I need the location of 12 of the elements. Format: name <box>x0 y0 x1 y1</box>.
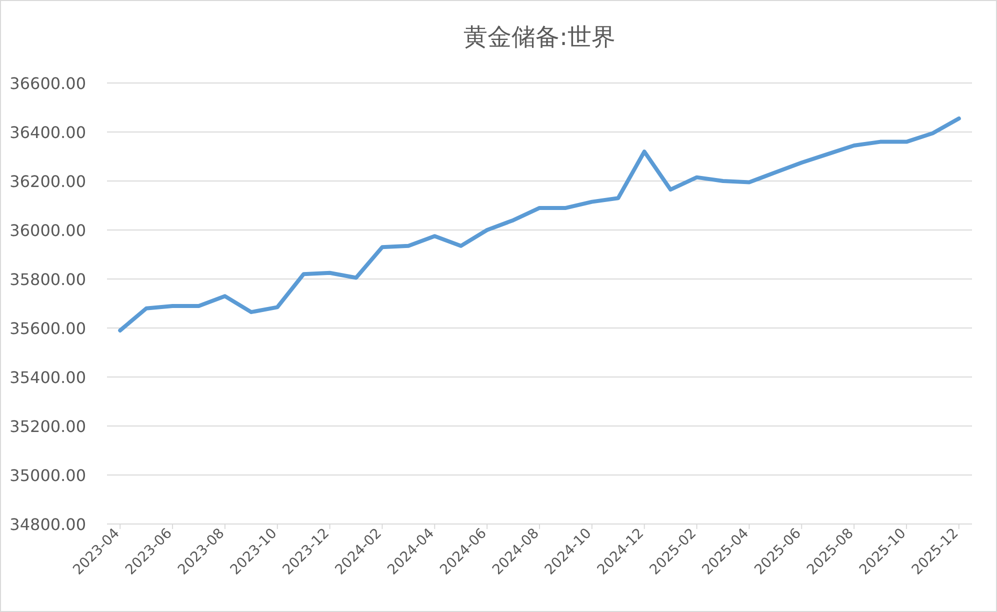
y-tick-label: 36200.00 <box>10 172 86 191</box>
y-tick-label: 35000.00 <box>10 466 86 485</box>
y-tick-label: 36600.00 <box>10 74 86 93</box>
y-tick-label: 34800.00 <box>10 515 86 534</box>
y-tick-label: 36400.00 <box>10 123 86 142</box>
y-tick-label: 35600.00 <box>10 319 86 338</box>
y-tick-label: 36000.00 <box>10 221 86 240</box>
chart-title: 黄金储备:世界 <box>463 23 616 51</box>
y-tick-label: 35800.00 <box>10 270 86 289</box>
line-series <box>118 116 961 332</box>
y-tick-label: 35400.00 <box>10 368 86 387</box>
y-tick-label: 35200.00 <box>10 417 86 436</box>
